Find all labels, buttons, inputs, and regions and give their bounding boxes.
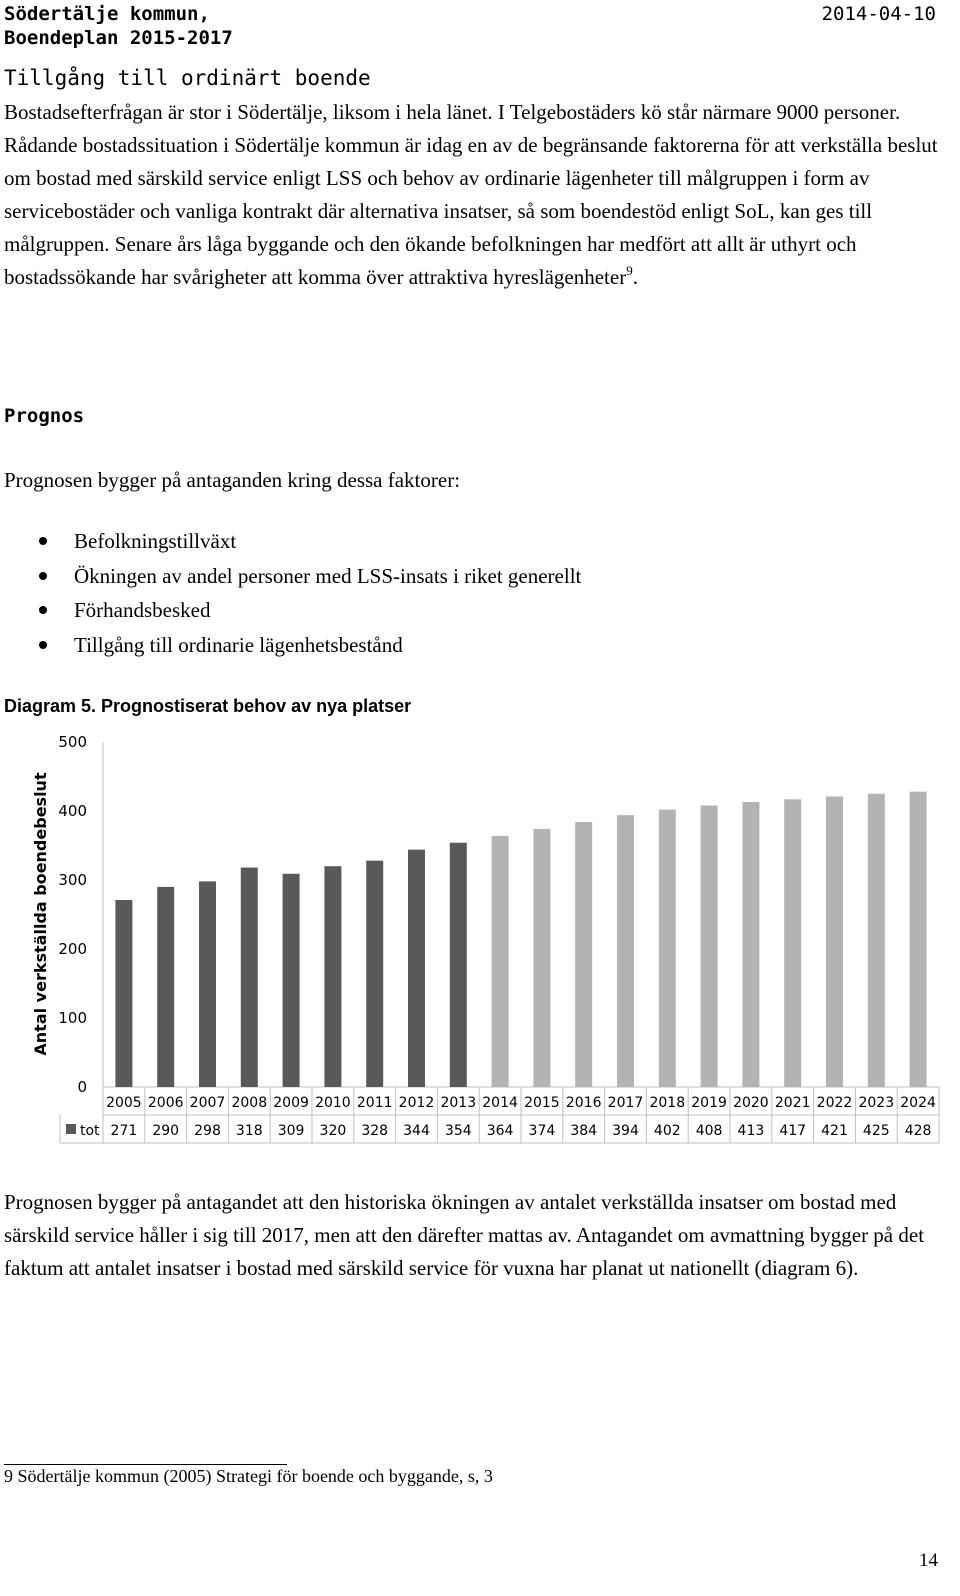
- list-item: Ökningen av andel personer med LSS-insat…: [0, 563, 581, 598]
- header-date: 2014-04-10: [821, 3, 936, 25]
- x-tick-label: 2015: [524, 1095, 560, 1111]
- list-item-label: Tillgång till ordinarie lägenhetsbestånd: [74, 632, 403, 657]
- footnote: 9 Södertälje kommun (2005) Strategi för …: [4, 1466, 493, 1486]
- bullet-icon: [39, 571, 47, 580]
- y-tick-label: 400: [58, 802, 87, 820]
- bar-2014: [491, 835, 509, 1087]
- bar-2010: [324, 866, 342, 1087]
- bar-2009: [282, 873, 300, 1087]
- data-label: 354: [445, 1123, 472, 1139]
- x-tick-label: 2023: [858, 1095, 894, 1111]
- x-tick-label: 2007: [190, 1095, 226, 1111]
- bar-2007: [199, 881, 216, 1087]
- bar-2013: [449, 842, 467, 1087]
- x-tick-label: 2020: [733, 1095, 769, 1111]
- x-tick-label: 2024: [900, 1095, 936, 1111]
- list-item-label: Befolkningstillväxt: [74, 529, 237, 553]
- legend-swatch: [66, 1124, 76, 1134]
- data-label: 408: [696, 1123, 723, 1139]
- data-label: 413: [738, 1123, 765, 1139]
- data-label: 309: [278, 1123, 305, 1139]
- bar-2008: [240, 867, 258, 1087]
- x-tick-label: 2014: [482, 1095, 518, 1111]
- data-label: 421: [821, 1123, 848, 1139]
- bar-2012: [408, 849, 425, 1087]
- prognos-factor-list: Befolkningstillväxt Ökningen av andel pe…: [0, 528, 581, 666]
- data-label: 271: [111, 1123, 138, 1139]
- x-tick-label: 2017: [608, 1095, 644, 1111]
- document-header: Södertälje kommun, Boendeplan 2015-2017: [4, 2, 233, 50]
- list-item: Befolkningstillväxt: [0, 528, 581, 563]
- x-tick-label: 2022: [817, 1095, 853, 1111]
- bar-2018: [658, 809, 676, 1087]
- section-paragraph: Bostadsefterfrågan är stor i Södertälje,…: [4, 96, 939, 294]
- bar-2024: [909, 791, 927, 1087]
- x-tick-label: 2018: [649, 1095, 685, 1111]
- legend-series-name: tot: [80, 1123, 100, 1139]
- y-tick-label: 0: [77, 1078, 87, 1096]
- data-label: 428: [905, 1123, 932, 1139]
- bar-2017: [617, 815, 634, 1087]
- x-tick-label: 2012: [399, 1095, 435, 1111]
- list-item: Tillgång till ordinarie lägenhetsbestånd: [0, 632, 581, 667]
- data-label: 364: [487, 1123, 514, 1139]
- x-tick-label: 2010: [315, 1095, 351, 1111]
- y-tick-label: 100: [58, 1009, 87, 1027]
- data-label: 320: [320, 1123, 347, 1139]
- data-label: 425: [863, 1123, 890, 1139]
- list-item-label: Förhandsbesked: [74, 598, 211, 622]
- forecast-bar-chart: 0 100 200 300 400 500 Antal verkställda boende…: [31, 733, 940, 1144]
- x-tick-label: 2019: [691, 1095, 727, 1111]
- section-paragraph-text: Bostadsefterfrågan är stor i Södertälje,…: [4, 100, 938, 289]
- x-tick-label: 2013: [440, 1095, 476, 1111]
- section-title: Tillgång till ordinärt boende: [4, 66, 371, 90]
- bar-2016: [575, 822, 593, 1087]
- section-paragraph-end: .: [632, 265, 638, 289]
- header-document-title: Boendeplan 2015-2017: [4, 27, 233, 49]
- data-label: 290: [152, 1123, 179, 1139]
- y-tick-label: 500: [58, 733, 87, 751]
- y-tick-label: 200: [58, 940, 87, 958]
- data-label: 318: [236, 1123, 263, 1139]
- bar-2006: [157, 886, 175, 1087]
- bar-2011: [366, 860, 384, 1087]
- diagram-title: Diagram 5. Prognostiserat behov av nya p…: [4, 696, 412, 716]
- list-item: Förhandsbesked: [0, 597, 581, 632]
- y-axis-title: Antal verkställda boendebeslut: [31, 772, 50, 1056]
- bar-2019: [700, 805, 718, 1087]
- data-label: 328: [361, 1123, 388, 1139]
- data-label: 394: [612, 1123, 639, 1139]
- x-tick-label: 2005: [106, 1095, 142, 1111]
- bar-2023: [867, 793, 885, 1087]
- prognos-heading: Prognos: [4, 405, 85, 427]
- list-item-label: Ökningen av andel personer med LSS-insat…: [74, 563, 582, 588]
- x-tick-label: 2008: [231, 1095, 267, 1111]
- bar-2005: [115, 900, 133, 1087]
- prognos-intro: Prognosen bygger på antaganden kring des…: [4, 468, 461, 492]
- page-number: 14: [919, 1550, 938, 1571]
- bullet-icon: [39, 537, 47, 545]
- x-tick-label: 2016: [566, 1095, 602, 1111]
- x-tick-label: 2009: [273, 1095, 309, 1111]
- data-label: 298: [194, 1123, 221, 1139]
- data-label: 344: [403, 1123, 430, 1139]
- x-tick-label: 2021: [775, 1095, 811, 1111]
- footnote-reference: 9: [626, 263, 633, 278]
- data-label: 402: [654, 1123, 681, 1139]
- bar-2022: [826, 796, 843, 1087]
- footnote-divider: [4, 1464, 287, 1465]
- data-label: 417: [779, 1123, 806, 1139]
- y-tick-label: 300: [58, 871, 87, 889]
- bullet-icon: [39, 606, 47, 614]
- bullet-icon: [39, 640, 47, 649]
- bar-2020: [742, 802, 760, 1087]
- data-label: 374: [529, 1123, 556, 1139]
- header-organization: Södertälje kommun,: [4, 3, 210, 25]
- bar-2015: [533, 828, 551, 1087]
- x-tick-label: 2006: [148, 1095, 184, 1111]
- data-label: 384: [570, 1123, 597, 1139]
- bar-2021: [784, 799, 802, 1087]
- conclusion-paragraph: Prognosen bygger på antagandet att den h…: [4, 1190, 925, 1280]
- x-tick-label: 2011: [357, 1095, 393, 1111]
